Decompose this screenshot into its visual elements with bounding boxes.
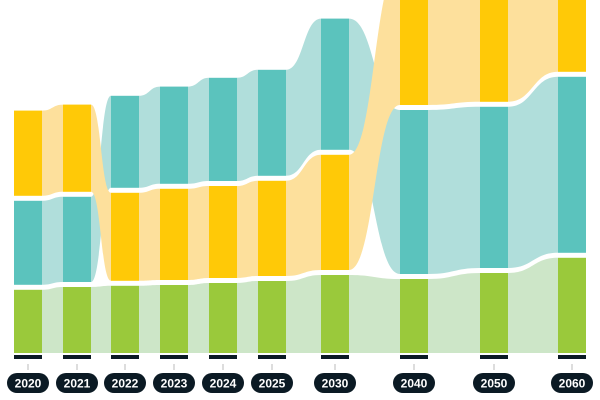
bar-teal-2030 [321,18,349,150]
bar-teal-2021 [63,196,91,282]
tick-mark [571,364,573,370]
bar-green-2020 [14,289,42,353]
tick-label: 2022 [112,377,139,391]
tick-bar [209,355,237,359]
tick-label-pill [153,373,195,393]
tick-mark [124,364,126,370]
bar-teal-2025 [258,69,286,176]
tick-bar [321,355,349,359]
flow-yellow-2025-2030 [286,154,321,276]
bar-teal-2020 [14,200,42,285]
bar-green-2060 [558,257,586,353]
tick-mark [76,364,78,370]
tick-label: 2050 [481,377,508,391]
x-axis: 2020 2021 2022 2023 2024 2025 2030 2040 2050 2060 [7,355,593,393]
tick-label-pill [393,373,435,393]
flow-yellow-2024-2025 [237,180,258,278]
flow-green-2022-2023 [139,285,160,353]
flow-yellow-2040-2050 [428,0,480,105]
tick-label: 2040 [401,377,428,391]
bar-green-2022 [111,285,139,353]
flow-green-2023-2024 [188,283,209,353]
tick-label-pill [202,373,244,393]
flow-yellow-2030-2040 [349,0,400,270]
flow-teal-2040-2050 [428,106,480,274]
bar-yellow-2024 [209,186,237,278]
tick-label: 2030 [322,377,349,391]
tick-bar [480,355,508,359]
bar-teal-2060 [558,76,586,253]
tick-mark [413,364,415,370]
flow-green-2021-2022 [91,285,111,353]
bar-yellow-2023 [160,188,188,280]
tick-label: 2021 [64,377,91,391]
tick-mark [27,364,29,370]
tick-mark [173,364,175,370]
tick-label-pill [473,373,515,393]
bar-yellow-2050 [480,0,508,102]
flow-green-2024-2025 [237,281,258,353]
bar-teal-2022 [111,95,139,188]
flow-yellow-2020-2021 [42,104,63,196]
flow-teal-2024-2025 [237,69,258,181]
tick-label-pill [7,373,49,393]
flow-teal-2020-2021 [42,196,63,285]
flows [42,0,558,353]
flow-yellow-2021-2022 [91,104,111,281]
tick-bar [111,355,139,359]
tick-label-pill [314,373,356,393]
flow-teal-2022-2023 [139,86,160,188]
bar-yellow-2020 [14,110,42,196]
tick-bar [400,355,428,359]
tick-bar [558,355,586,359]
tick-mark [222,364,224,370]
bar-green-2021 [63,287,91,353]
tick-bar [258,355,286,359]
bar-green-2023 [160,285,188,353]
tick-label: 2020 [15,377,42,391]
flow-teal-2023-2024 [188,77,209,184]
flow-yellow-2050-2060 [508,0,558,102]
tick-label: 2024 [210,377,237,391]
flow-teal-2025-2030 [286,18,321,176]
bar-yellow-2021 [63,104,91,192]
bar-green-2040 [400,279,428,353]
bar-yellow-2030 [321,154,349,270]
tick-bar [14,355,42,359]
tick-label: 2025 [259,377,286,391]
flow-green-2050-2060 [508,257,558,353]
bar-yellow-2025 [258,180,286,276]
bar-teal-2024 [209,77,237,181]
bars [14,0,586,353]
bar-green-2025 [258,281,286,353]
flow-yellow-2022-2023 [139,188,160,281]
tick-label: 2023 [161,377,188,391]
flow-green-2040-2050 [428,273,480,353]
tick-mark [493,364,495,370]
bar-green-2050 [480,273,508,353]
tick-bar [63,355,91,359]
tick-label-pill [251,373,293,393]
tick-label-pill [56,373,98,393]
bar-yellow-2040 [400,0,428,105]
bar-green-2030 [321,275,349,353]
tick-label-pill [104,373,146,393]
bar-yellow-2022 [111,192,139,281]
tick-mark [334,364,336,370]
tick-mark [271,364,273,370]
bar-teal-2040 [400,110,428,274]
tick-bar [160,355,188,359]
bar-yellow-2060 [558,0,586,72]
bar-teal-2050 [480,106,508,268]
flow-green-2020-2021 [42,287,63,353]
flow-green-2025-2030 [286,275,321,353]
bar-teal-2023 [160,86,188,184]
flow-yellow-2023-2024 [188,186,209,280]
flow-green-2030-2040 [349,275,400,353]
flow-teal-2050-2060 [508,76,558,268]
tick-label: 2060 [559,377,586,391]
bar-green-2024 [209,283,237,353]
tick-label-pill [551,373,593,393]
